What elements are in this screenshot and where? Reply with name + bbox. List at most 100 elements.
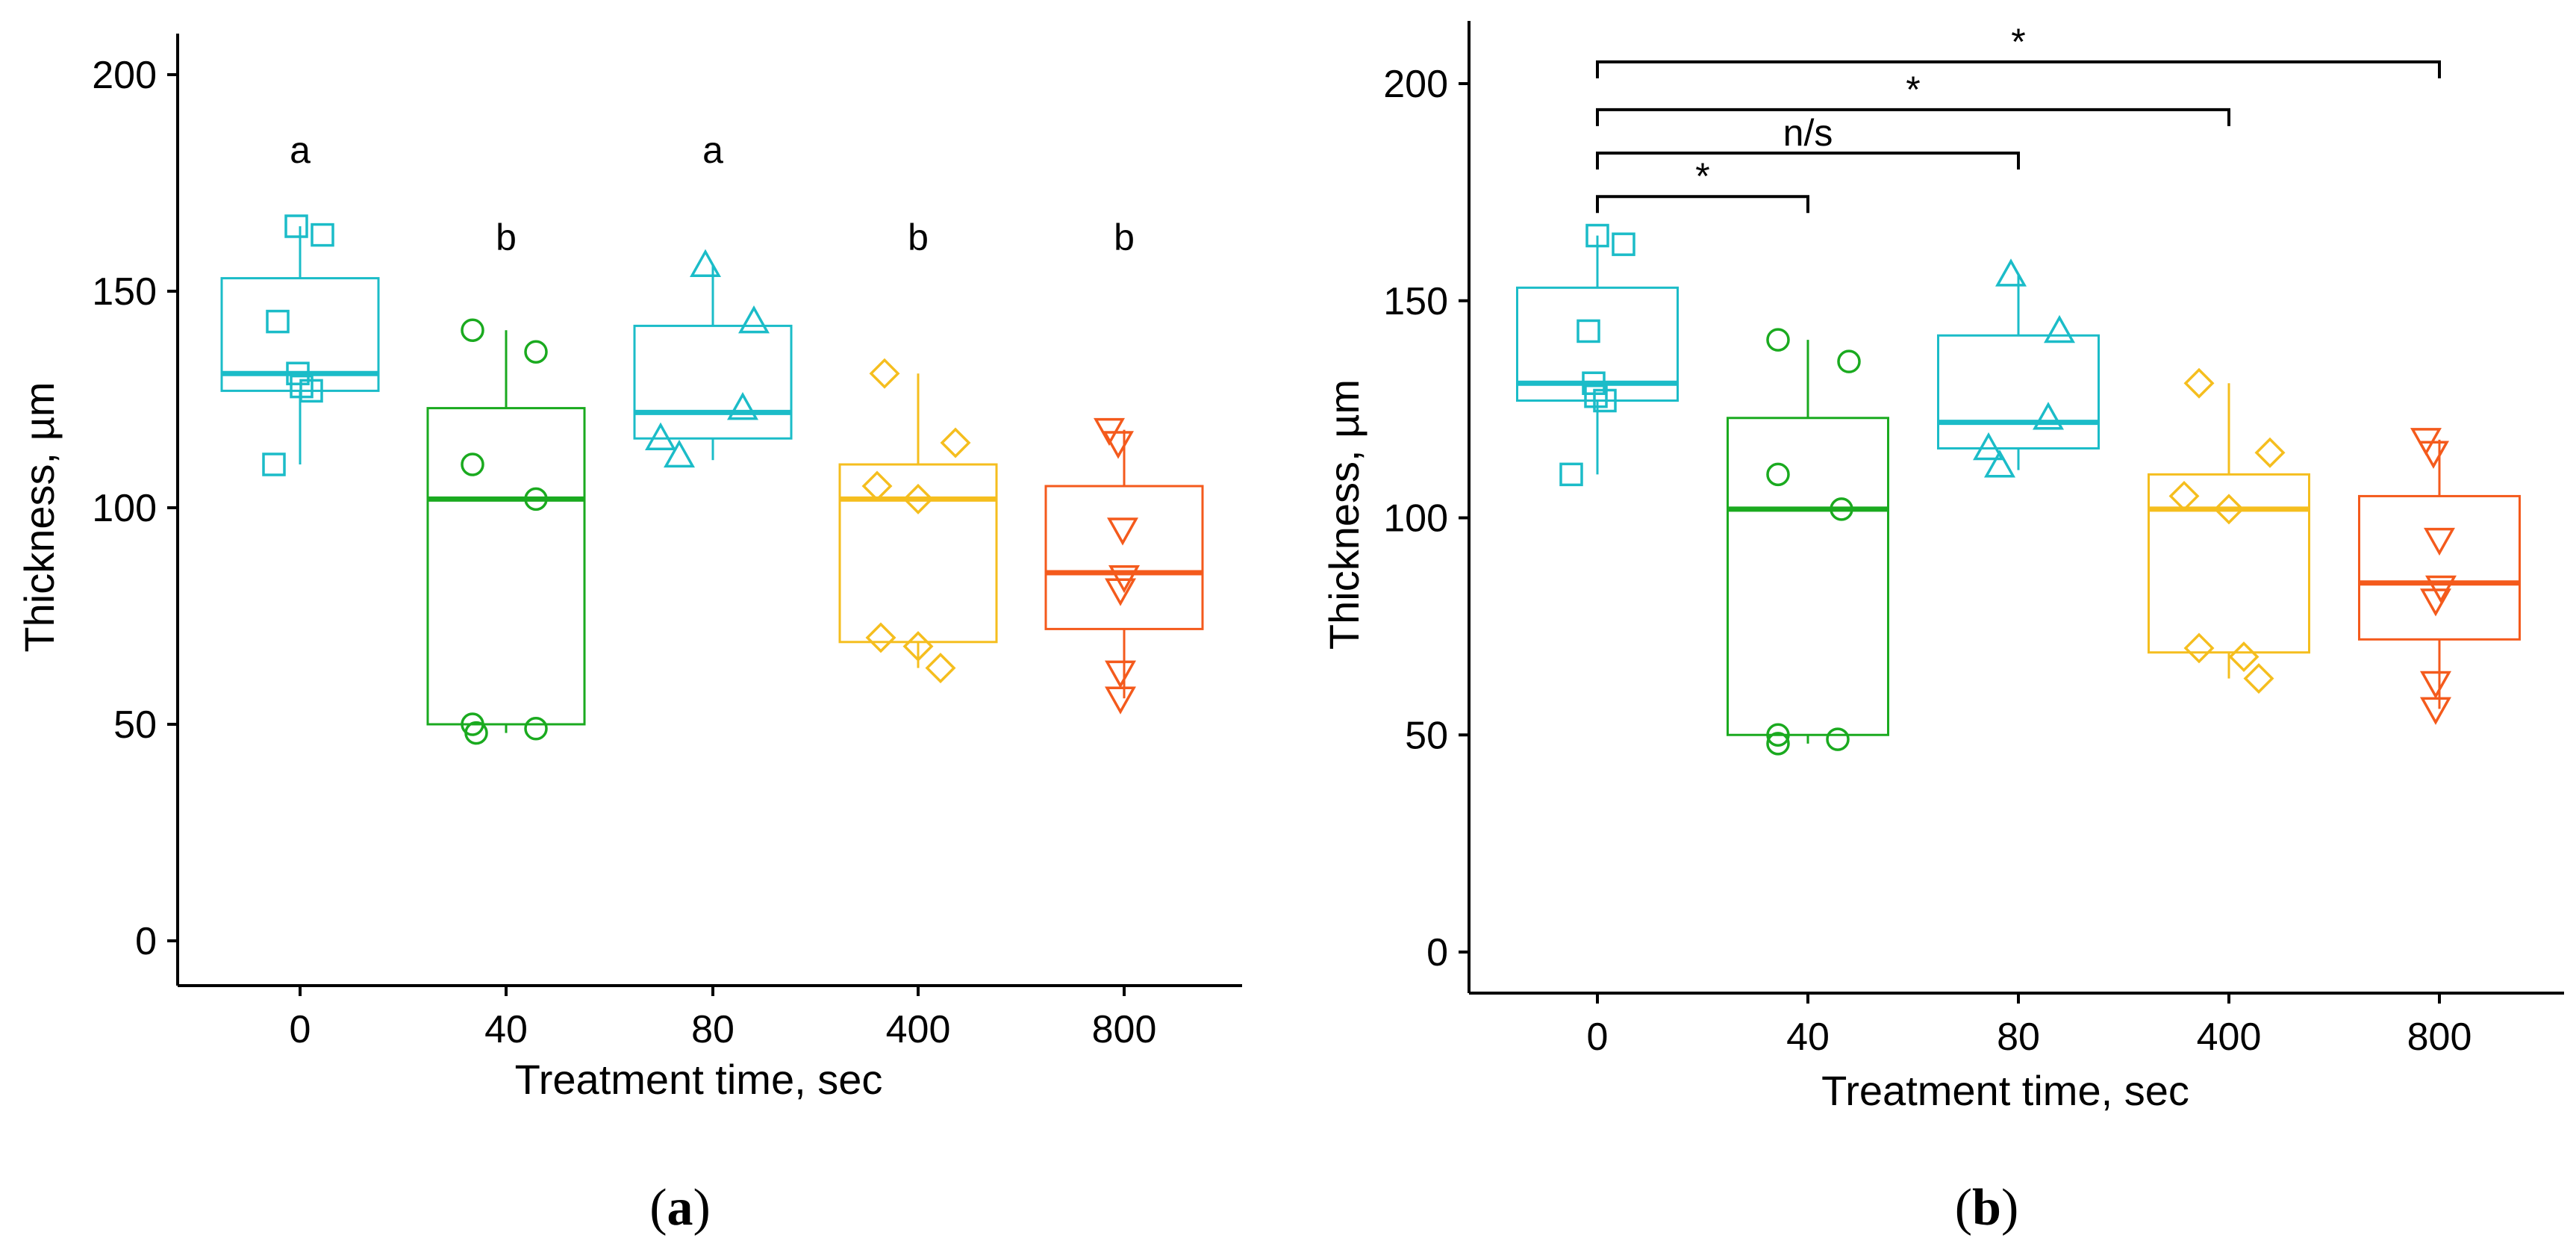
y-axis-title: Thickness, µm [16, 382, 63, 652]
data-point [1612, 232, 1635, 256]
significance-label: * [1695, 155, 1709, 197]
data-point [902, 631, 934, 662]
box-400 [2148, 473, 2310, 654]
y-tick-label: 200 [1383, 63, 1448, 106]
data-point [2420, 697, 2451, 725]
data-point [2228, 641, 2260, 673]
data-point [1577, 319, 1600, 343]
box-40 [426, 407, 586, 726]
significance-label: n/s [1783, 112, 1833, 154]
data-point [266, 309, 290, 334]
data-point [1593, 388, 1617, 413]
data-point [645, 422, 676, 450]
data-point [1830, 497, 1853, 521]
comparison-bracket [1596, 152, 2020, 170]
significance-label: * [2011, 21, 2025, 63]
y-axis-title: Thickness, µm [1320, 379, 1367, 650]
data-point [925, 653, 956, 684]
data-point [2168, 480, 2200, 511]
data-point [2243, 663, 2274, 694]
panel-label: (a) [649, 1179, 711, 1237]
data-point [2254, 437, 2286, 468]
data-point [1559, 462, 1583, 487]
x-tick-label: 400 [886, 1008, 951, 1051]
data-point [861, 470, 893, 502]
data-point [869, 358, 900, 389]
comparison-bracket [1596, 60, 2441, 78]
data-point [524, 340, 548, 364]
y-tick-label: 150 [92, 270, 157, 314]
x-axis-title: Treatment time, sec [1821, 1067, 2189, 1114]
data-point [284, 214, 308, 238]
data-point [1766, 723, 1790, 747]
comparison-bracket [1596, 195, 1809, 214]
x-tick-label: 40 [1786, 1015, 1830, 1059]
data-point [690, 249, 721, 277]
data-point [2183, 367, 2215, 399]
data-point [1766, 328, 1790, 352]
data-point [1995, 258, 2027, 287]
data-point [461, 452, 484, 476]
x-axis-title: Treatment time, sec [515, 1056, 883, 1103]
data-point [1766, 732, 1790, 756]
y-tick-label: 100 [1383, 497, 1448, 541]
data-point [1826, 727, 1850, 751]
x-tick-label: 400 [2197, 1015, 2262, 1059]
data-point [524, 487, 548, 511]
data-point [1984, 450, 2015, 478]
panel-a: 0 50 100 150 200 0 40 80 400 800 Treatment time, s… [16, 34, 1242, 1237]
data-point [299, 379, 323, 403]
x-tick-label: 800 [1092, 1008, 1157, 1051]
x-tick-label: 80 [691, 1008, 735, 1051]
data-point [2213, 494, 2245, 525]
data-point [1105, 660, 1136, 688]
data-point [1105, 578, 1136, 606]
data-point [2420, 671, 2451, 700]
y-tick-label: 200 [92, 54, 157, 97]
data-point [2420, 588, 2451, 617]
data-point [1973, 432, 2004, 461]
data-point [1107, 517, 1138, 546]
data-point [2183, 632, 2215, 664]
data-point [311, 223, 334, 247]
group-letter: b [908, 217, 929, 258]
data-point [865, 622, 896, 653]
data-point [2418, 441, 2449, 469]
x-tick-label: 0 [290, 1008, 311, 1051]
group-letter: b [496, 217, 517, 258]
group-letter: a [702, 129, 723, 171]
group-letter: a [290, 129, 311, 171]
box-80 [1937, 334, 2100, 450]
data-point [286, 361, 310, 385]
y-tick-label: 50 [1405, 714, 1448, 757]
data-point [1103, 431, 1134, 459]
data-point [262, 452, 286, 476]
data-point [464, 721, 488, 745]
data-point [1105, 686, 1136, 715]
x-tick-label: 800 [2407, 1015, 2472, 1059]
data-point [2033, 402, 2064, 430]
data-point [1837, 349, 1861, 373]
data-point [664, 439, 695, 468]
x-tick-label: 40 [484, 1008, 528, 1051]
y-tick-label: 100 [92, 487, 157, 530]
y-tick-label: 50 [113, 703, 157, 747]
significance-label: * [1906, 69, 1920, 111]
y-tick-label: 0 [135, 920, 157, 963]
data-point [940, 427, 971, 458]
box-40 [1727, 417, 1889, 736]
data-point [902, 483, 934, 514]
box-80 [633, 324, 793, 440]
panel-label: (b) [1955, 1179, 2019, 1237]
box-0 [1516, 286, 1679, 402]
comparison-bracket [1596, 108, 2230, 126]
y-tick-label: 150 [1383, 280, 1448, 323]
data-point [1766, 462, 1790, 487]
group-letter: b [1114, 217, 1135, 258]
data-point [524, 717, 548, 741]
data-point [727, 392, 758, 420]
data-point [738, 305, 770, 334]
data-point [1584, 384, 1608, 408]
data-point [2424, 527, 2455, 556]
